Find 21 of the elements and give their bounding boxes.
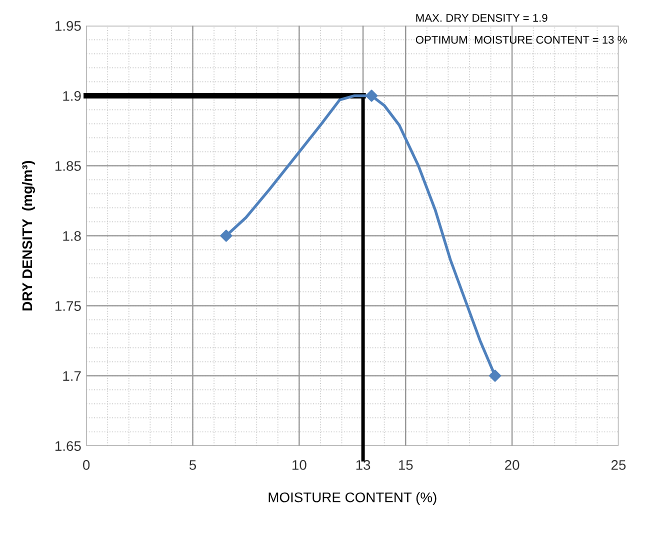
annotation: OPTIMUM MOISTURE CONTENT = 13 % (416, 36, 627, 44)
x-tick-label: 5 (189, 460, 196, 470)
x-axis-title: MOISTURE CONTENT (%) (268, 492, 436, 506)
y-axis-title: DRY DENSITY (mg/m³) (22, 160, 35, 310)
point (365, 90, 378, 102)
x-tick-label: 25 (611, 460, 626, 470)
y-tick-label: 1.85 (55, 161, 81, 171)
y-tick-label: 1.75 (55, 301, 81, 311)
y-tick-label: 1.9 (63, 91, 81, 101)
x-tick-label: 10 (292, 460, 306, 470)
x-tick-label: 15 (398, 460, 413, 470)
x-tick-label: 20 (505, 460, 520, 470)
text: MAX. DRY DENSITY = 1.9 (416, 14, 548, 22)
y-tick-label: 1.95 (55, 21, 81, 31)
point (220, 230, 232, 242)
x-tick-label: 0 (83, 460, 90, 470)
y-tick-label: 1.65 (55, 441, 81, 451)
x-tick-label: 13 (356, 460, 370, 470)
point (488, 370, 502, 382)
y-tick-label: 1.7 (63, 371, 81, 381)
y-tick-label: 1.8 (63, 231, 81, 241)
